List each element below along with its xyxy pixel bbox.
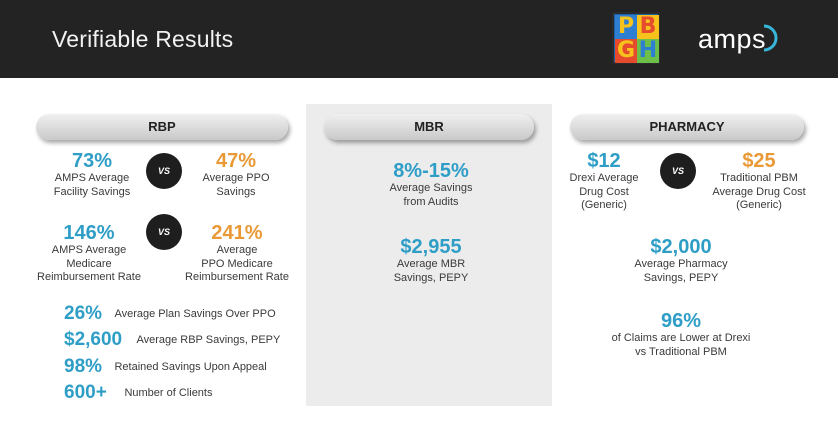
pbgh-logo: P B G H (612, 12, 660, 64)
stat-value: 8%-15% (393, 160, 469, 182)
stat-value: $25 (742, 150, 776, 172)
vs-circle: VS (660, 153, 696, 189)
rbp-list-item: 98% Retained Savings Upon Appeal (64, 356, 267, 380)
stat-value: $12 (587, 150, 621, 172)
pharmacy-claims-lower-stat: 96% of Claims are Lower at Drexi vs Trad… (586, 310, 776, 359)
mbr-audit-savings-stat: 8%-15% Average Savings from Audits (346, 160, 516, 209)
header-bar: Verifiable Results P B G H amps (0, 0, 838, 78)
page-title: Verifiable Results (52, 26, 234, 52)
stat-desc: Reimbursement Rate (185, 271, 289, 283)
stat-value: $2,000 (650, 236, 712, 258)
stat-desc: (Generic) (581, 199, 627, 211)
list-item-label: Number of Clients (124, 387, 213, 399)
amps-logo-arc-icon (763, 24, 778, 52)
rbp-amps-facility-stat: 73% AMPS Average Facility Savings (44, 150, 140, 199)
stat-desc: Traditional PBM (720, 172, 798, 184)
pbgh-logo-letter: G (615, 38, 637, 63)
stat-desc: Average (216, 244, 258, 256)
rbp-list-item: 600+ Number of Clients (64, 382, 213, 406)
list-item-label: Average Plan Savings Over PPO (114, 308, 276, 320)
rbp-ppo-savings-stat: 47% Average PPO Savings (190, 150, 282, 199)
rbp-list-item: $2,600 Average RBP Savings, PEPY (64, 329, 280, 353)
stat-desc: Average Drug Cost (712, 185, 806, 198)
pharmacy-heading: PHARMACY (570, 114, 804, 140)
pharmacy-pepy-savings-stat: $2,000 Average Pharmacy Savings, PEPY (596, 236, 766, 285)
stat-value: 241% (211, 222, 263, 244)
stat-desc: Average Pharmacy (634, 258, 728, 270)
stat-value: 73% (71, 150, 113, 172)
stat-desc: vs Traditional PBM (635, 345, 727, 358)
vs-circle: VS (146, 153, 182, 189)
stat-desc: AMPS Average (51, 244, 127, 256)
stat-desc: Facility Savings (53, 185, 131, 198)
pbgh-logo-letter: B (637, 15, 659, 39)
stat-desc: Savings (216, 185, 256, 198)
stat-desc: of Claims are Lower at Drexi (611, 332, 751, 344)
pharmacy-drexi-cost-stat: $12 Drexi Average Drug Cost (Generic) (556, 150, 652, 213)
stat-desc: Average PPO (202, 172, 270, 184)
stat-desc: AMPS Average (54, 172, 130, 184)
stat-value: 47% (215, 150, 257, 172)
rbp-list-item: 26% Average Plan Savings Over PPO (64, 303, 276, 327)
stat-value: $2,955 (400, 236, 462, 258)
stat-desc: Reimbursement Rate (37, 271, 141, 283)
list-item-value: 98% (64, 356, 103, 377)
stat-desc: from Audits (403, 195, 459, 208)
stat-desc: Average MBR (396, 258, 466, 270)
pharmacy-pbm-cost-stat: $25 Traditional PBM Average Drug Cost (G… (704, 150, 814, 213)
list-item-value: 600+ (64, 382, 107, 403)
list-item-label: Average RBP Savings, PEPY (136, 334, 281, 346)
stat-value: 96% (660, 310, 702, 332)
stat-desc: (Generic) (736, 199, 782, 211)
rbp-heading: RBP (36, 114, 288, 140)
pbgh-logo-letter: P (615, 15, 637, 39)
rbp-amps-medicare-stat: 146% AMPS Average Medicare Reimbursement… (30, 222, 148, 285)
list-item-value: $2,600 (64, 329, 123, 350)
list-item-value: 26% (64, 303, 103, 324)
mbr-heading: MBR (324, 114, 534, 140)
rbp-ppo-medicare-stat: 241% Average PPO Medicare Reimbursement … (178, 222, 296, 285)
stat-desc: Medicare (66, 257, 112, 270)
stat-desc: Savings, PEPY (643, 271, 719, 284)
stat-value: 146% (63, 222, 115, 244)
mbr-panel (306, 104, 552, 406)
amps-logo: amps (698, 24, 767, 54)
pbgh-logo-letter: H (637, 38, 659, 63)
stat-desc: Drug Cost (579, 185, 629, 198)
stat-desc: Savings, PEPY (393, 271, 469, 284)
list-item-label: Retained Savings Upon Appeal (114, 361, 267, 373)
mbr-pepy-savings-stat: $2,955 Average MBR Savings, PEPY (346, 236, 516, 285)
vs-circle: VS (146, 214, 182, 250)
stat-desc: Average Savings (389, 182, 473, 194)
stat-desc: Drexi Average (569, 172, 639, 184)
stat-desc: PPO Medicare (201, 257, 273, 270)
